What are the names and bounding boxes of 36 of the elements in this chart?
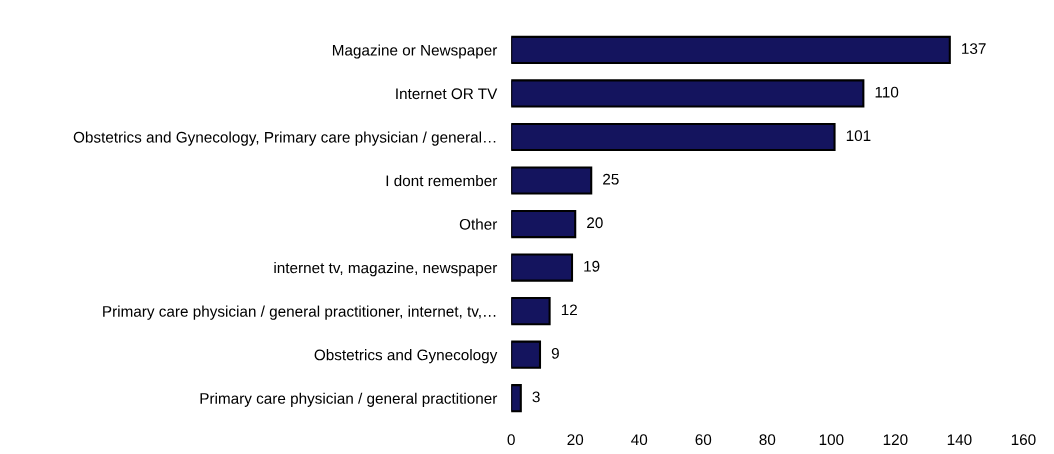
- x-tick-label: 80: [759, 434, 776, 446]
- data-label: 110: [875, 86, 899, 98]
- bar: [511, 122, 836, 152]
- data-label: 19: [584, 260, 600, 272]
- x-tick-label: 100: [819, 434, 844, 446]
- bar: [511, 166, 593, 195]
- data-label: 137: [962, 43, 986, 55]
- x-tick-label: 40: [631, 434, 648, 446]
- bar: [511, 340, 542, 369]
- y-tick-label: Primary care physician / general practitioner: [200, 392, 498, 407]
- x-tick-label: 60: [695, 434, 712, 446]
- y-tick-label: Internet OR TV: [396, 88, 498, 100]
- y-tick-label: I dont remember: [386, 174, 498, 187]
- y-tick-label: Other: [459, 218, 498, 230]
- x-tick-label: 120: [883, 434, 908, 446]
- x-tick-label: 160: [1011, 434, 1036, 446]
- bar: [511, 209, 577, 239]
- data-label: 101: [846, 130, 871, 142]
- y-tick-label: Primary care physician / general practitioner, internet, tv,…: [103, 305, 496, 320]
- x-tick-label: 20: [567, 434, 584, 446]
- bar: [511, 35, 951, 65]
- data-label: 9: [551, 347, 559, 359]
- data-label: 12: [561, 304, 577, 316]
- data-label: 3: [532, 391, 540, 403]
- y-tick-label: Magazine or Newspaper: [332, 44, 498, 59]
- bar: [511, 297, 551, 326]
- bar: [511, 253, 574, 282]
- bar: [511, 79, 865, 108]
- x-tick-label: 0: [507, 434, 515, 446]
- y-tick-label: Obstetrics and Gynecology: [314, 349, 498, 364]
- bar: [511, 384, 522, 413]
- y-tick-label: Obstetrics and Gynecology, Primary care physician / general…: [73, 131, 496, 146]
- data-label: 25: [603, 173, 619, 185]
- x-tick-label: 140: [947, 434, 972, 446]
- y-tick-label: internet tv, magazine, newspaper: [274, 262, 498, 277]
- data-label: 20: [587, 217, 603, 229]
